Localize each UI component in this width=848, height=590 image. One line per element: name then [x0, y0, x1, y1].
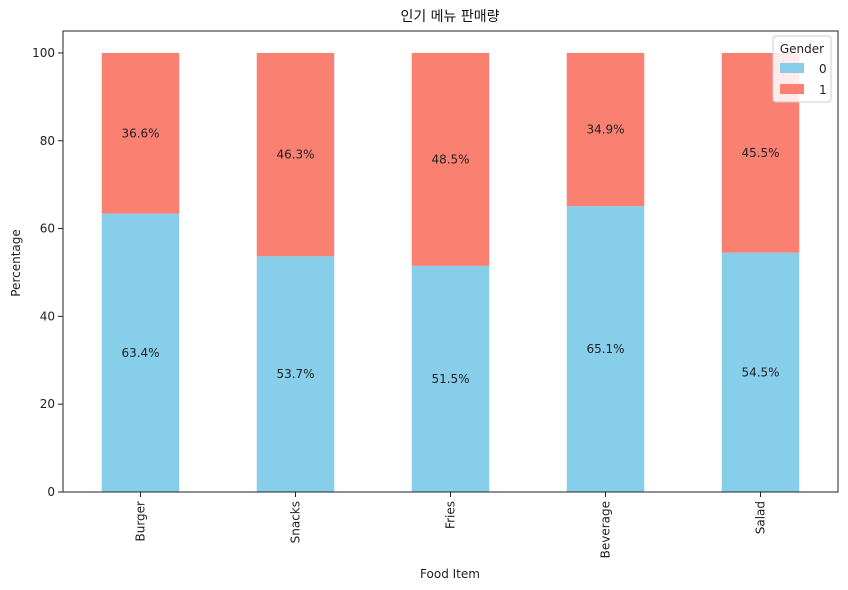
legend: Gender 0 1 — [772, 35, 832, 103]
data-label-snacks-series-1: 46.3% — [276, 148, 314, 162]
y-tick-label-80: 80 — [40, 134, 55, 148]
y-tick-label-40: 40 — [40, 309, 55, 323]
x-tick-label-snacks: Snacks — [289, 501, 303, 543]
y-tick-label-20: 20 — [40, 397, 55, 411]
x-tick-label-burger: Burger — [134, 501, 148, 542]
bar-fries-series-0 — [411, 265, 490, 492]
bar-fries-series-1 — [411, 52, 490, 266]
data-label-fries-series-0: 51.5% — [431, 372, 469, 386]
data-label-salad-series-0: 54.5% — [741, 365, 779, 379]
x-tick-label-salad: Salad — [754, 501, 768, 534]
data-label-burger-series-0: 63.4% — [121, 346, 159, 360]
bar-burger-series-0 — [101, 213, 180, 493]
y-tick-label-60: 60 — [40, 222, 55, 236]
x-tick-label-fries: Fries — [444, 501, 458, 529]
bar-beverage-series-0 — [566, 206, 645, 492]
data-label-beverage-series-0: 65.1% — [586, 342, 624, 356]
bar-salad-series-0 — [721, 252, 800, 492]
data-label-fries-series-1: 48.5% — [431, 152, 469, 166]
bar-snacks-series-1 — [256, 52, 335, 257]
data-label-burger-series-1: 36.6% — [121, 126, 159, 140]
legend-label-0: 0 — [819, 62, 827, 76]
y-tick-label-0: 0 — [47, 485, 55, 499]
plot-area: 63.4% 36.6% Burger 53.7% 46.3% Snacks 51.5% 48.… — [32, 30, 839, 558]
data-label-beverage-series-1: 34.9% — [586, 123, 624, 137]
x-tick-label-beverage: Beverage — [599, 501, 613, 558]
legend-swatch-1 — [780, 84, 804, 94]
legend-title: Gender — [780, 42, 824, 56]
chart-title: 인기 메뉴 판매량 — [400, 9, 499, 25]
x-axis-label: Food Item — [420, 567, 480, 581]
data-label-snacks-series-0: 53.7% — [276, 367, 314, 381]
plot-frame — [62, 30, 839, 493]
y-axis-label: Percentage — [9, 229, 23, 297]
data-label-salad-series-1: 45.5% — [741, 146, 779, 160]
bar-snacks-series-0 — [256, 256, 335, 492]
bar-beverage-series-1 — [566, 52, 645, 207]
bar-burger-series-1 — [101, 52, 180, 214]
legend-label-1: 1 — [819, 83, 827, 97]
legend-swatch-0 — [780, 63, 804, 73]
y-tick-label-100: 100 — [32, 46, 55, 60]
